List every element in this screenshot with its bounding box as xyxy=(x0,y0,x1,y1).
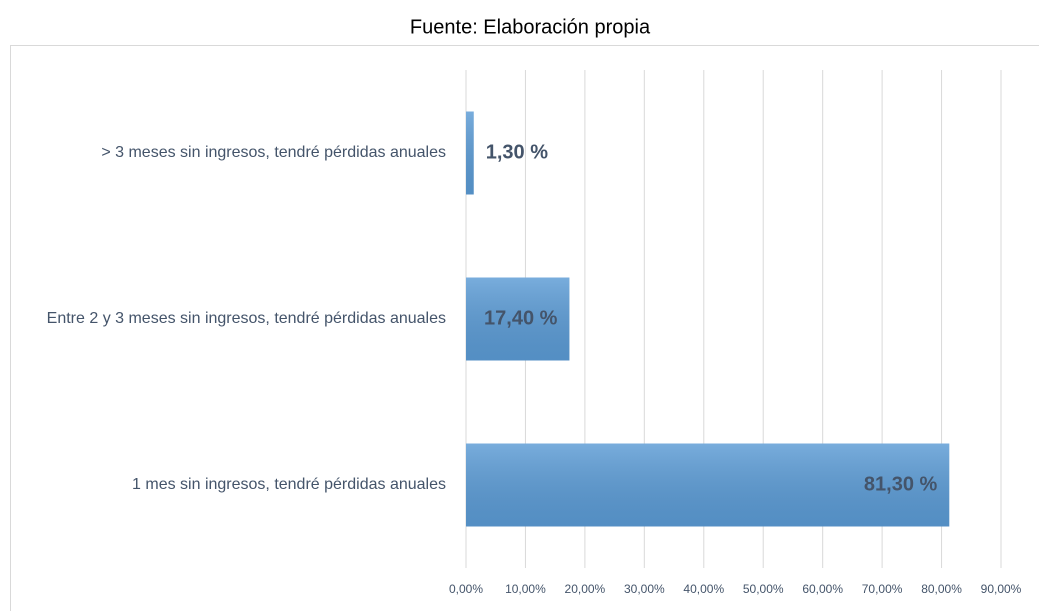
y-tick-label: 1 mes sin ingresos, tendré pérdidas anua… xyxy=(132,476,446,493)
bar-sheen xyxy=(466,111,474,195)
x-tick-label: 80,00% xyxy=(921,582,962,596)
y-tick-label-box: 1 mes sin ingresos, tendré pérdidas anua… xyxy=(20,455,446,515)
y-tick-label: Entre 2 y 3 meses sin ingresos, tendré p… xyxy=(46,310,446,327)
x-tick-label: 30,00% xyxy=(624,582,665,596)
value-label: 17,40 % xyxy=(484,307,558,329)
y-tick-label-box: Entre 2 y 3 meses sin ingresos, tendré p… xyxy=(20,289,446,349)
chart-border xyxy=(10,45,1039,611)
x-tick-label: 50,00% xyxy=(743,582,784,596)
value-label: 81,30 % xyxy=(864,473,938,495)
bar-sheen xyxy=(466,277,570,361)
x-tick-label: 60,00% xyxy=(802,582,843,596)
bar-sheen xyxy=(466,443,950,527)
x-tick-label: 10,00% xyxy=(505,582,546,596)
x-tick-label: 40,00% xyxy=(683,582,724,596)
value-label: 1,30 % xyxy=(486,141,548,163)
x-tick-label: 0,00% xyxy=(449,582,483,596)
y-tick-label: > 3 meses sin ingresos, tendré pérdidas … xyxy=(101,144,446,161)
x-tick-label: 70,00% xyxy=(862,582,903,596)
y-tick-label-box: > 3 meses sin ingresos, tendré pérdidas … xyxy=(20,123,446,183)
chart-title: Fuente: Elaboración propia xyxy=(410,16,651,38)
x-tick-label: 90,00% xyxy=(981,582,1022,596)
x-tick-label: 20,00% xyxy=(565,582,606,596)
